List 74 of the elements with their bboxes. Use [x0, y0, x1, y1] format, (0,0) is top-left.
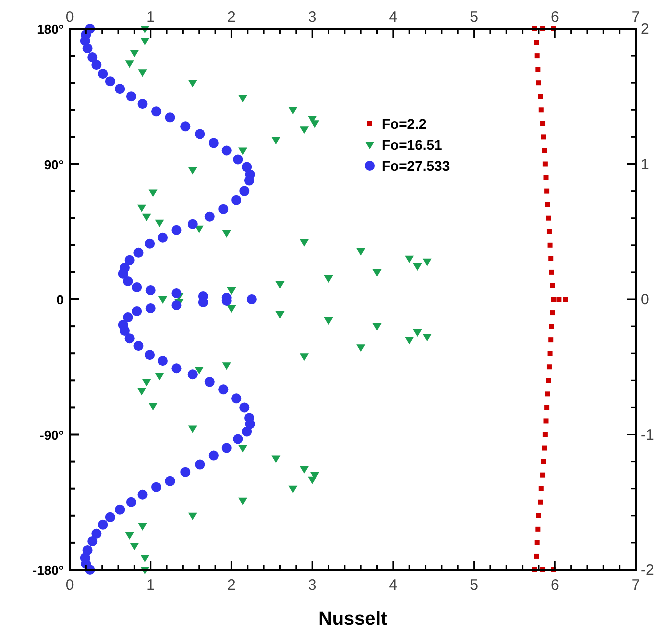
y-tick-label: 90°: [44, 157, 64, 172]
point: [534, 40, 540, 46]
y-tick-label: 180°: [37, 22, 64, 37]
point: [548, 351, 553, 356]
x2-tick-label: 6: [550, 577, 560, 594]
point: [534, 554, 540, 559]
x2-tick-label: 4: [389, 577, 398, 594]
x2-tick-label: 2: [228, 577, 236, 594]
point: [545, 392, 550, 397]
point: [542, 148, 548, 154]
x-axis-title: Nusselt: [318, 609, 388, 630]
point: [538, 108, 544, 113]
point: [541, 459, 546, 464]
point: [540, 472, 546, 478]
x-tick-label: 2: [228, 9, 236, 26]
point: [538, 486, 544, 492]
point: [563, 297, 568, 302]
point: [536, 67, 541, 72]
point: [544, 418, 549, 424]
point: [540, 121, 546, 126]
x2-tick-label: 5: [470, 577, 478, 594]
point: [536, 80, 542, 86]
point: [546, 229, 552, 234]
legend-entry: Fo=2.2: [368, 116, 427, 132]
x-tick-label: 3: [308, 9, 317, 26]
point: [549, 324, 554, 330]
point: [542, 446, 548, 451]
point: [549, 270, 554, 275]
point: [550, 310, 556, 316]
x-tick-label: 5: [470, 9, 478, 26]
legend-label: Fo=2.2: [382, 116, 427, 132]
x2-tick-label: 7: [632, 577, 640, 594]
x2-tick-label: 3: [308, 577, 317, 594]
point: [545, 202, 550, 208]
point: [548, 256, 554, 262]
point: [550, 283, 556, 288]
x2-tick-label: 1: [146, 577, 156, 594]
point: [544, 175, 549, 180]
point: [551, 297, 556, 302]
legend-label: Fo=27.533: [382, 158, 450, 174]
y-tick-label: 0: [56, 292, 64, 308]
point: [544, 405, 550, 410]
x-tick-label: 1: [146, 9, 156, 26]
point: [536, 513, 542, 518]
point: [542, 432, 548, 438]
x-tick-label: 7: [632, 9, 640, 26]
point: [548, 242, 553, 248]
x-tick-label: 6: [550, 9, 560, 26]
point: [541, 134, 546, 140]
x2-tick-label: 0: [66, 577, 74, 594]
point: [546, 378, 552, 384]
y2-tick-label: 0: [641, 292, 650, 308]
y2-tick-label: 1: [641, 156, 650, 174]
legend-entry: Fo=16.51: [366, 137, 442, 153]
y-tick-label: -180°: [32, 563, 64, 578]
point: [538, 94, 544, 100]
point: [544, 188, 550, 194]
point: [536, 526, 541, 532]
x-tick-label: 4: [389, 9, 398, 26]
point: [534, 54, 540, 59]
point: [546, 216, 552, 221]
x-tick-label: 0: [66, 9, 74, 26]
y2-tick-label: -1: [641, 426, 654, 444]
point: [534, 540, 540, 546]
y2-tick-label: 2: [641, 21, 650, 38]
point: [556, 297, 562, 302]
y-tick-label: -90°: [40, 428, 64, 443]
point: [546, 364, 552, 370]
point: [538, 500, 544, 505]
legend-entry: Fo=27.533: [365, 158, 450, 174]
legend-label: Fo=16.51: [382, 137, 443, 153]
point: [542, 162, 548, 167]
point: [548, 338, 554, 343]
y2-tick-label: -2: [641, 562, 654, 579]
